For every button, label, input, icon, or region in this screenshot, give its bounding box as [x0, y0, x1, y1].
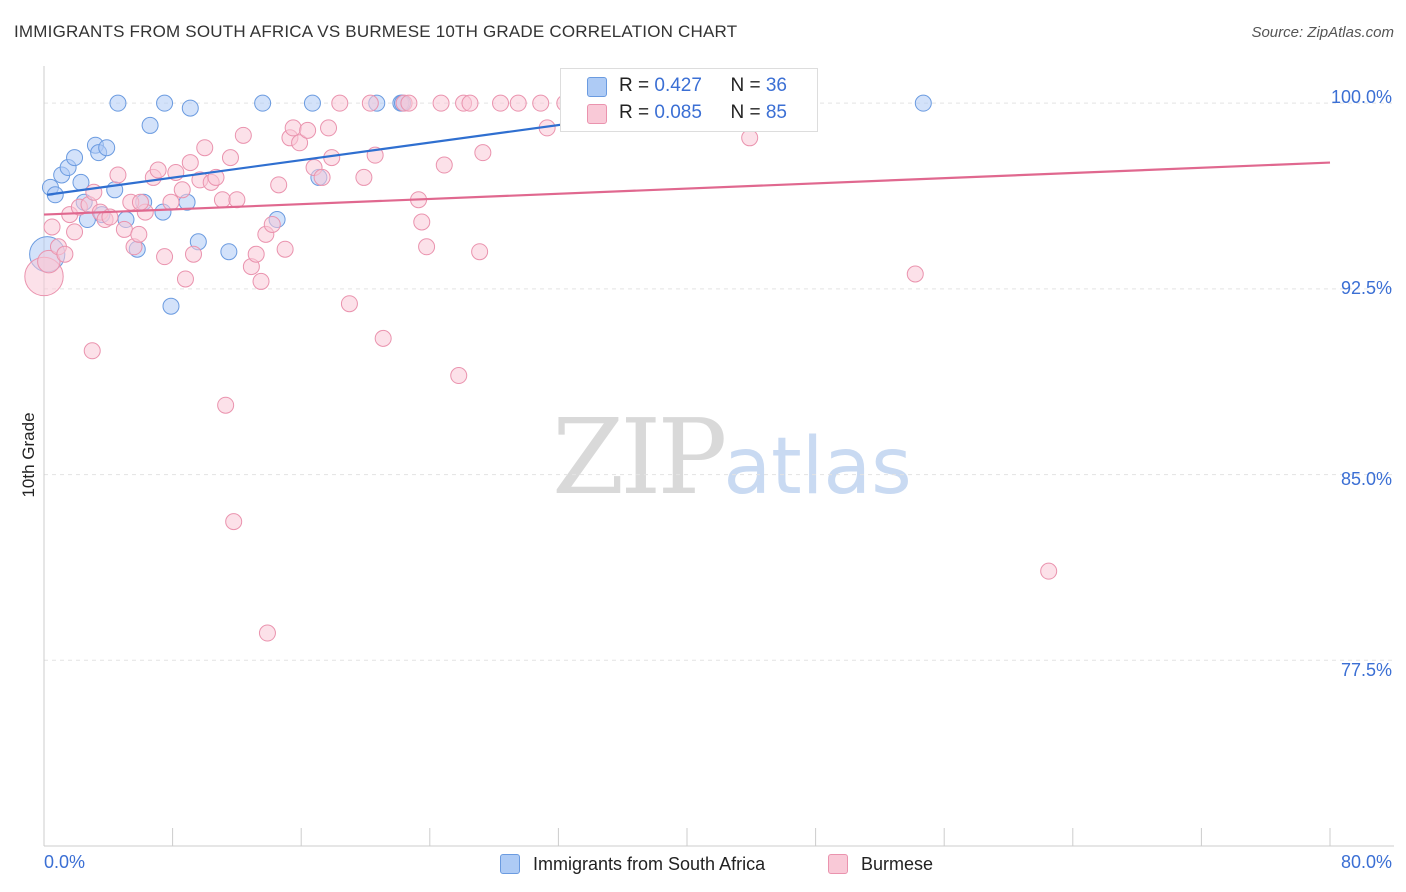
y-tick-label-92-5: 92.5% — [1340, 278, 1392, 298]
stats-r-label: R = — [619, 102, 655, 123]
burmese-point — [225, 513, 243, 531]
burmese-point — [234, 126, 252, 144]
burmese-point — [184, 245, 202, 263]
burmese-point — [432, 94, 450, 112]
stats-r-value: 0.427 — [654, 75, 702, 96]
burmese-point — [109, 166, 127, 184]
burmese-point — [291, 134, 309, 152]
burmese-point — [181, 154, 199, 172]
burmese-point — [37, 249, 61, 274]
stats-n-label: N = — [730, 102, 766, 123]
legend-label-south-africa: Immigrants from South Africa — [533, 854, 766, 874]
burmese-point — [299, 121, 317, 139]
burmese-point — [413, 213, 431, 231]
burmese-point — [196, 139, 214, 157]
burmese-point — [213, 191, 231, 209]
x-tick-label-max: 80.0% — [1340, 852, 1392, 872]
watermark-zip: ZIP — [552, 396, 727, 518]
south-africa-point — [141, 116, 159, 134]
south-africa-point — [162, 297, 180, 315]
legend-swatch-blue — [500, 854, 520, 874]
south-africa-point — [254, 94, 272, 112]
south-africa-point — [66, 149, 84, 167]
south-africa-point — [98, 139, 116, 157]
stats-n-value: 85 — [765, 102, 787, 123]
burmese-point — [43, 218, 61, 236]
burmese-point — [313, 168, 331, 186]
burmese-point — [83, 342, 101, 360]
burmese-point — [149, 161, 167, 179]
y-tick-label-85: 85.0% — [1340, 469, 1392, 489]
watermark-atlas: atlas — [723, 422, 912, 512]
burmese-point — [355, 168, 373, 186]
burmese-point — [450, 367, 468, 385]
burmese-point — [173, 181, 191, 199]
stats-r-value: 0.085 — [654, 102, 702, 123]
south-africa-point — [303, 94, 321, 112]
burmese-point — [361, 94, 379, 112]
burmese-point — [162, 193, 180, 211]
burmese-point — [247, 245, 265, 263]
burmese-point — [435, 156, 453, 174]
x-tick-label-min: 0.0% — [44, 852, 86, 872]
burmese-point — [284, 119, 302, 137]
stats-swatch-blue — [587, 77, 607, 97]
burmese-point — [1040, 562, 1058, 580]
burmese-point — [400, 94, 418, 112]
burmese-point — [270, 176, 288, 194]
burmese-point — [340, 295, 358, 313]
burmese-point — [156, 248, 174, 266]
stats-r-label: R = — [619, 75, 655, 96]
burmese-point — [532, 94, 550, 112]
burmese-point — [130, 225, 148, 243]
burmese-point — [418, 238, 436, 256]
south-africa-point — [156, 94, 174, 112]
burmese-point — [276, 240, 294, 258]
stats-row-1: R = 0.427 N = 36 — [619, 73, 787, 99]
burmese-point — [221, 149, 239, 167]
burmese-point — [509, 94, 527, 112]
burmese-point — [474, 144, 492, 162]
burmese-point — [252, 272, 270, 290]
legend-swatch-pink — [828, 854, 848, 874]
burmese-point — [115, 220, 133, 238]
chart-title: IMMIGRANTS FROM SOUTH AFRICA VS BURMESE … — [14, 22, 738, 41]
burmese-trend-line — [43, 161, 1331, 216]
stats-legend: R = 0.427 N = 36 R = 0.085 N = 85 — [560, 68, 818, 132]
burmese-point — [374, 329, 392, 347]
burmese-point — [263, 215, 281, 233]
source-label: Source: ZipAtlas.com — [1251, 24, 1394, 41]
watermark: ZIPatlas — [552, 396, 912, 518]
burmese-point — [741, 129, 759, 147]
burmese-point — [320, 119, 338, 137]
south-africa-point — [220, 243, 238, 261]
burmese-point — [228, 191, 246, 209]
burmese-point — [131, 193, 149, 211]
south-africa-point — [109, 94, 127, 112]
burmese-point — [492, 94, 510, 112]
legend-label-burmese: Burmese — [861, 854, 934, 874]
stats-swatch-pink — [587, 104, 607, 124]
y-tick-label-77-5: 77.5% — [1340, 660, 1392, 680]
stats-n-label: N = — [730, 75, 766, 96]
burmese-point — [176, 270, 194, 288]
burmese-point — [258, 624, 276, 642]
burmese-point — [217, 396, 235, 414]
burmese-point — [56, 245, 74, 263]
burmese-point — [207, 168, 225, 186]
stats-n-value: 36 — [765, 75, 787, 96]
burmese-point — [906, 265, 924, 283]
burmese-point — [331, 94, 349, 112]
south-africa-point — [914, 94, 932, 112]
stats-row-2: R = 0.085 N = 85 — [619, 100, 787, 126]
burmese-point — [471, 243, 489, 261]
burmese-point — [461, 94, 479, 112]
south-africa-point — [181, 99, 199, 117]
burmese-point — [66, 223, 84, 241]
y-tick-label-100: 100.0% — [1330, 87, 1392, 107]
